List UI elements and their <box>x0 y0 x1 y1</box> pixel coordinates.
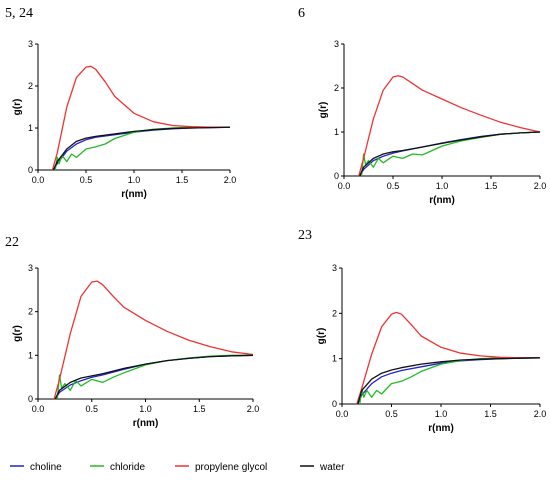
x-tick-label: 1.0 <box>139 404 152 414</box>
series-line-water <box>52 126 231 171</box>
y-tick-label: 0 <box>332 399 337 409</box>
chart-panel: 6 0 1 2 3 0.0 0.5 1.0 1.5 2.0 r(nm) g(r) <box>298 6 546 206</box>
y-tick-label: 2 <box>28 307 33 317</box>
panel-label: 23 <box>298 228 312 243</box>
x-tick-label: 1.5 <box>193 404 206 414</box>
x-tick-label: 2.0 <box>224 175 237 185</box>
y-tick-label: 1 <box>28 123 33 133</box>
x-tick-label: 2.0 <box>534 409 547 419</box>
x-tick-label: 0.5 <box>387 181 400 191</box>
y-axis-title: g(r) <box>316 328 327 345</box>
y-tick-label: 0 <box>28 165 33 175</box>
panel-label: 22 <box>5 235 19 250</box>
y-tick-label: 1 <box>28 350 33 360</box>
x-tick-label: 1.0 <box>436 181 449 191</box>
y-axis-title: g(r) <box>12 99 23 116</box>
x-tick-label: 1.5 <box>176 175 189 185</box>
series-line-chloride <box>359 357 540 405</box>
legend-label: water <box>319 462 345 473</box>
x-tick-label: 2.0 <box>534 181 547 191</box>
series-line-choline <box>357 357 541 405</box>
y-tick-label: 3 <box>28 263 33 273</box>
legend-label: chloride <box>110 462 145 473</box>
y-tick-label: 3 <box>332 263 337 273</box>
x-tick-label: 1.5 <box>485 181 498 191</box>
x-tick-label: 0.0 <box>32 404 45 414</box>
series-line-propylene-glycol <box>356 311 540 405</box>
y-tick-label: 2 <box>28 81 33 91</box>
y-tick-label: 1 <box>332 354 337 364</box>
series-line-choline <box>359 131 541 177</box>
legend: choline chloride propylene glycol water <box>10 462 345 473</box>
series-line-water <box>357 357 541 405</box>
series-line-propylene-glycol <box>53 280 254 400</box>
x-tick-label: 0.0 <box>338 181 351 191</box>
x-tick-label: 1.5 <box>484 409 497 419</box>
y-tick-label: 1 <box>334 127 339 137</box>
x-tick-label: 0.5 <box>385 409 398 419</box>
chart-panel: 5, 24 0 1 2 3 0.0 0.5 1.0 1.5 2.0 r(nm) g(r) <box>5 6 236 200</box>
y-tick-label: 0 <box>28 394 33 404</box>
x-tick-label: 0.0 <box>336 409 349 419</box>
x-tick-label: 0.0 <box>32 175 45 185</box>
chart-panel: 22 0 1 2 3 0.0 0.5 1.0 1.5 2.0 r(nm) g(r) <box>5 235 259 429</box>
x-tick-label: 1.0 <box>435 409 448 419</box>
x-tick-label: 2.0 <box>247 404 260 414</box>
x-axis-title: r(nm) <box>428 423 454 434</box>
y-axis-title: g(r) <box>12 325 23 342</box>
y-tick-label: 0 <box>334 171 339 181</box>
x-tick-label: 0.5 <box>85 404 98 414</box>
y-tick-label: 3 <box>334 39 339 49</box>
series-line-propylene-glycol <box>358 75 541 177</box>
series-line-chloride <box>54 126 230 171</box>
series-line-choline <box>52 126 231 171</box>
series-line-water <box>359 131 541 177</box>
y-tick-label: 2 <box>334 83 339 93</box>
y-tick-label: 3 <box>28 39 33 49</box>
panel-label: 6 <box>298 6 305 21</box>
y-axis-title: g(r) <box>318 102 329 119</box>
x-tick-label: 1.0 <box>128 175 141 185</box>
series-line-propylene-glycol <box>51 65 230 171</box>
x-axis-title: r(nm) <box>133 418 159 429</box>
legend-label: choline <box>30 462 62 473</box>
y-tick-label: 2 <box>332 308 337 318</box>
series-line-water <box>54 354 254 400</box>
x-tick-label: 0.5 <box>80 175 93 185</box>
x-axis-title: r(nm) <box>429 195 455 206</box>
x-axis-title: r(nm) <box>121 189 147 200</box>
legend-label: propylene glycol <box>195 462 267 473</box>
panel-label: 5, 24 <box>5 6 33 21</box>
